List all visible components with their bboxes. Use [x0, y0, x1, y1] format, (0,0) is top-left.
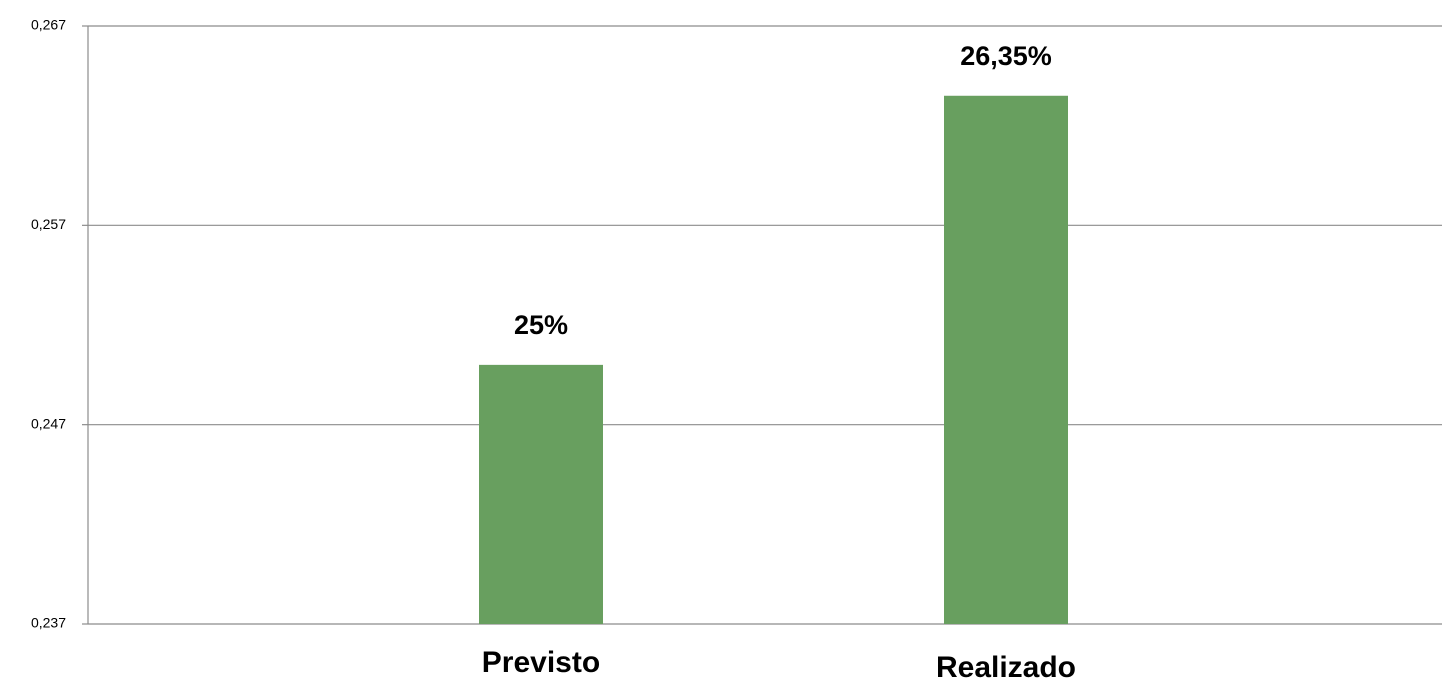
data-label: 25% — [514, 310, 568, 340]
bar — [944, 95, 1068, 625]
y-tick-label: 0,247 — [31, 415, 66, 431]
y-tick-label: 0,237 — [31, 615, 66, 631]
data-label: 26,35% — [960, 41, 1052, 71]
y-tick-label: 0,267 — [31, 17, 66, 33]
x-tick-label: Realizado — [936, 651, 1076, 684]
bar — [479, 364, 603, 624]
x-tick-label: Previsto — [482, 646, 600, 679]
y-tick-label: 0,257 — [31, 216, 66, 232]
